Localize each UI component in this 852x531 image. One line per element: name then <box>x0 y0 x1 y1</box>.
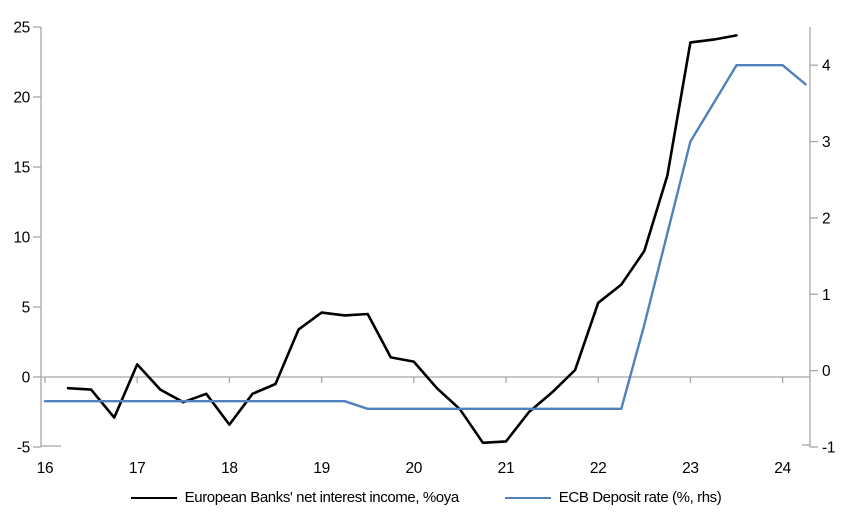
x-axis-tick-label: 22 <box>590 460 607 477</box>
right-axis-tick-label: 4 <box>822 58 831 75</box>
series-line-net-interest-income <box>66 34 738 445</box>
right-axis-tick-label: 3 <box>822 134 830 151</box>
legend-label-net-interest-income: European Banks' net interest income, %oy… <box>184 489 460 506</box>
left-axis-tick-label: -5 <box>17 440 30 457</box>
x-axis-tick-label: 16 <box>37 460 54 477</box>
right-axis-tick-label: 1 <box>822 287 830 304</box>
right-axis-tick-label: 2 <box>822 210 830 227</box>
left-axis-tick-label: 20 <box>13 90 30 107</box>
legend-line-swatch-blue <box>504 496 551 499</box>
left-axis-tick-label: 0 <box>22 370 31 387</box>
left-axis-tick-label: 15 <box>13 160 30 177</box>
x-axis-tick-label: 18 <box>221 460 238 477</box>
legend-item-net-interest-income: European Banks' net interest income, %oy… <box>130 489 460 506</box>
x-axis-tick-label: 23 <box>682 460 699 477</box>
left-axis-tick-label: 5 <box>22 300 30 317</box>
x-axis-tick-label: 19 <box>313 460 330 477</box>
right-axis-tick-label: 0 <box>822 363 831 380</box>
x-axis-tick-label: 20 <box>405 460 422 477</box>
legend: European Banks' net interest income, %oy… <box>0 489 852 506</box>
legend-label-ecb-deposit-rate: ECB Deposit rate (%, rhs) <box>558 489 722 506</box>
x-axis-tick-label: 21 <box>498 460 515 477</box>
left-axis-tick-label: 25 <box>13 20 30 37</box>
right-axis-tick-label: -1 <box>822 440 835 457</box>
left-axis-tick-label: 10 <box>13 230 30 247</box>
legend-item-ecb-deposit-rate: ECB Deposit rate (%, rhs) <box>504 489 722 506</box>
legend-line-swatch-black <box>130 496 177 499</box>
series-line-ecb-deposit-rate <box>43 63 807 410</box>
x-axis-tick-label: 17 <box>129 460 146 477</box>
x-axis-tick-label: 24 <box>774 460 791 477</box>
